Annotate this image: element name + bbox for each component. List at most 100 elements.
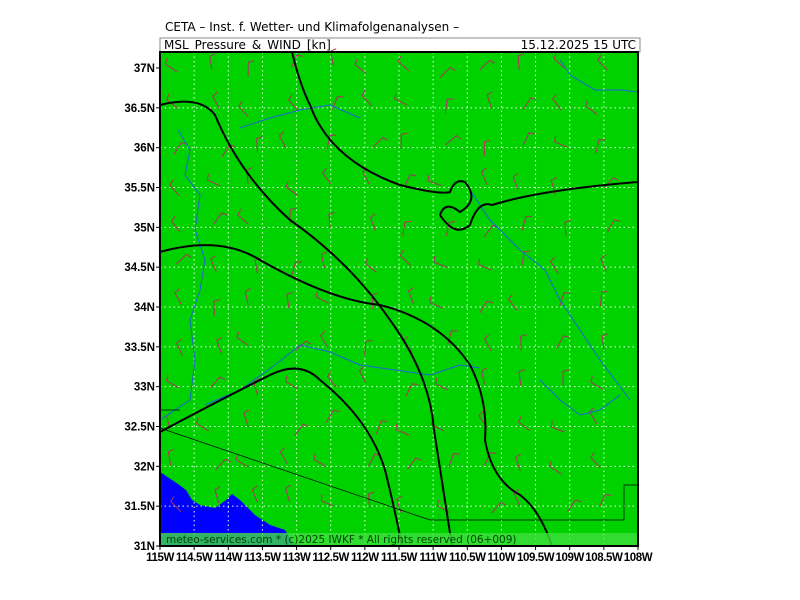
wind-barb bbox=[285, 484, 292, 502]
wind-barb bbox=[553, 53, 565, 69]
wind-barb bbox=[590, 452, 601, 469]
wind-barb bbox=[236, 331, 249, 346]
wind-barb bbox=[515, 453, 521, 471]
wind-barb bbox=[598, 493, 612, 508]
wind-barb bbox=[517, 416, 531, 431]
wind-barb bbox=[244, 288, 251, 306]
lon-label: 113W bbox=[283, 552, 311, 564]
lon-label: 111.5W bbox=[381, 552, 418, 564]
wind-barb bbox=[395, 423, 410, 436]
axis-labels: 37N 36.5N 36N 35.5N 35N 34.5N 34N 33.5N 33N 32.5N… bbox=[124, 63, 653, 564]
lat-label: 37N bbox=[134, 63, 155, 75]
wind-barb bbox=[364, 339, 372, 356]
wind-barb bbox=[484, 452, 497, 466]
wind-barb bbox=[549, 460, 562, 475]
wind-barb bbox=[278, 131, 287, 149]
wind-barb bbox=[166, 94, 179, 109]
wind-barb bbox=[446, 221, 456, 236]
wind-barb bbox=[436, 499, 450, 513]
wind-barb bbox=[326, 134, 337, 150]
wind-barb bbox=[253, 378, 260, 396]
wind-barb bbox=[213, 299, 220, 316]
wind-barb bbox=[315, 290, 329, 304]
wind-barb bbox=[279, 447, 288, 465]
wind-barb bbox=[479, 59, 495, 71]
lat-label: 36N bbox=[134, 143, 155, 155]
wind-barb bbox=[237, 209, 249, 225]
wind-barb bbox=[331, 95, 344, 110]
lon-label: 110W bbox=[488, 552, 516, 564]
wind-barb bbox=[251, 485, 259, 503]
lat-label: 34N bbox=[134, 302, 155, 314]
lon-label: 114.5W bbox=[176, 552, 213, 564]
map-area: meteo-services.com * (c)2025 IWKF * All … bbox=[159, 48, 639, 547]
wind-barb bbox=[321, 167, 332, 185]
wind-barb bbox=[522, 132, 535, 146]
wind-barb bbox=[444, 98, 454, 114]
wind-barb bbox=[520, 334, 527, 351]
header-title: CETA – Inst. f. Wetter- und Klimafolgena… bbox=[165, 20, 459, 34]
wind-barb bbox=[320, 494, 335, 507]
wind-barb bbox=[448, 453, 460, 468]
wind-barb bbox=[291, 261, 302, 276]
wind-barb bbox=[364, 257, 377, 273]
wind-barb bbox=[286, 291, 293, 309]
wind-barb bbox=[556, 335, 570, 349]
wind-barb bbox=[433, 256, 448, 268]
footer-band bbox=[160, 533, 638, 546]
lat-label: 31N bbox=[134, 541, 155, 553]
lon-label: 109.5W bbox=[517, 552, 555, 564]
wind-barb bbox=[400, 132, 408, 149]
lon-label: 114W bbox=[214, 552, 242, 564]
wind-barb bbox=[196, 417, 209, 432]
wind-barb bbox=[590, 376, 604, 390]
lat-label: 35N bbox=[134, 222, 155, 234]
wind-barb bbox=[601, 333, 608, 351]
wind-barb bbox=[445, 134, 462, 146]
valid-time: 15.12.2025 15 UTC bbox=[521, 38, 636, 52]
wind-barb bbox=[367, 491, 375, 509]
sea bbox=[160, 472, 295, 546]
wind-barb bbox=[483, 334, 492, 352]
wind-barb bbox=[599, 290, 608, 307]
wind-barb bbox=[295, 340, 312, 352]
wind-barb bbox=[403, 174, 417, 188]
wind-barb bbox=[256, 136, 263, 153]
wind-barb bbox=[483, 139, 491, 156]
wind-barb bbox=[397, 55, 410, 72]
river bbox=[539, 379, 621, 416]
lat-label: 33.5N bbox=[124, 342, 155, 354]
wind-barb bbox=[567, 499, 582, 512]
river bbox=[159, 129, 206, 421]
wind-barb bbox=[478, 258, 492, 271]
lon-label: 111W bbox=[420, 552, 448, 564]
wind-barb bbox=[595, 139, 606, 154]
wind-barb bbox=[169, 179, 180, 196]
field-name: MSL_Pressure_&_WIND_[kn] bbox=[164, 38, 331, 52]
wind-barb bbox=[407, 287, 415, 305]
wind-barbs bbox=[164, 48, 621, 514]
wind-barb bbox=[164, 58, 178, 73]
wind-barb bbox=[167, 448, 174, 466]
wind-barb bbox=[407, 457, 422, 470]
wind-barb bbox=[212, 91, 220, 109]
wind-barb bbox=[550, 420, 565, 433]
lat-label: 33N bbox=[134, 382, 155, 394]
wind-barb bbox=[294, 423, 309, 436]
wind-barb bbox=[210, 255, 217, 273]
lon-label: 113.5W bbox=[244, 552, 281, 564]
wind-barb bbox=[597, 54, 608, 71]
wind-barb bbox=[313, 453, 326, 468]
wind-barb bbox=[491, 501, 507, 514]
wind-barb bbox=[170, 496, 182, 512]
wind-barb bbox=[243, 409, 250, 427]
wind-barb bbox=[606, 219, 621, 233]
wind-barb bbox=[518, 369, 525, 386]
wind-barb bbox=[287, 94, 299, 111]
wind-barb bbox=[589, 407, 598, 425]
wind-barb bbox=[209, 53, 216, 71]
wind-barb bbox=[290, 54, 303, 69]
wind-barb bbox=[439, 66, 456, 78]
isobar bbox=[159, 244, 553, 547]
